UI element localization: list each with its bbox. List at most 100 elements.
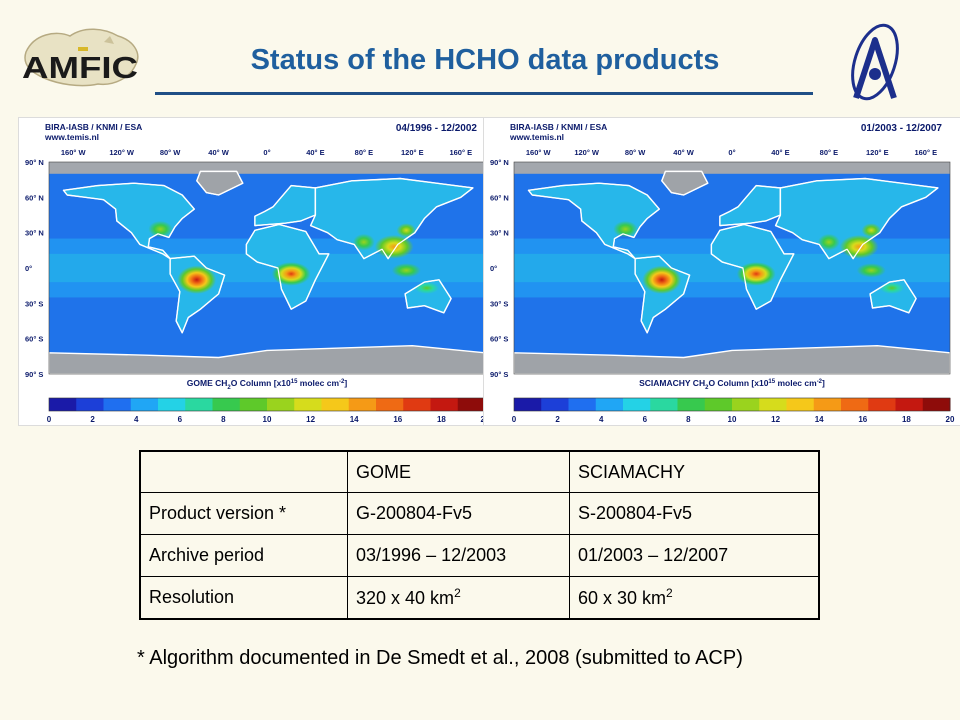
organization-logo — [842, 18, 908, 106]
lat-tick-label: 0° — [490, 264, 497, 273]
slide-title: Status of the HCHO data products — [250, 44, 720, 76]
colorbar-frame — [513, 397, 951, 412]
colorbar-tick-label: 16 — [858, 415, 867, 424]
east-china-hotspot — [861, 223, 881, 238]
lon-tick-label: 160° W — [61, 148, 87, 157]
colorbar-segment — [922, 398, 951, 411]
colorbar-segment — [514, 398, 542, 411]
africa-coastline — [710, 223, 795, 310]
lon-tick-label: 160° E — [449, 148, 472, 157]
lon-tick-label: 160° E — [914, 148, 937, 157]
lat-tick-label: 60° S — [490, 335, 508, 344]
title-underline — [155, 92, 813, 95]
colorbar-segment — [704, 398, 733, 411]
colorbar-tick-label: 8 — [221, 415, 226, 424]
map-organization: BIRA-IASB / KNMI / ESA — [45, 122, 142, 132]
colorbar-tick-label: 20 — [946, 415, 955, 424]
colorbar-tick-label: 10 — [728, 415, 737, 424]
sciamachy-archive-period: 01/2003 – 12/2007 — [569, 534, 820, 577]
central-africa-hotspot — [271, 262, 311, 286]
sciamachy-product-version: S-200804-Fv5 — [569, 492, 820, 535]
colorbar-segment — [786, 398, 815, 411]
gome-product-version: G-200804-Fv5 — [347, 492, 570, 535]
lat-tick-label: 30° N — [25, 229, 44, 238]
gome-resolution: 320 x 40 km2 — [347, 576, 570, 620]
colorbar-segment — [185, 398, 213, 411]
colorbar-tick-label: 16 — [393, 415, 402, 424]
lon-tick-label: 80° E — [355, 148, 373, 157]
india-hotspot — [352, 233, 375, 251]
lat-tick-label: 90° N — [25, 158, 44, 167]
map-period: 01/2003 - 12/2007 — [861, 123, 943, 134]
north-australia-hotspot — [879, 282, 904, 294]
table-row: Product version * G-200804-Fv5 S-200804-… — [139, 492, 820, 535]
lon-tick-label: 0° — [263, 148, 270, 157]
colorbar-segment — [267, 398, 295, 411]
south-east-us-hotspot — [148, 220, 173, 238]
table-header-empty — [139, 450, 348, 493]
lon-tick-label: 40° W — [673, 148, 694, 157]
lat-tick-label: 60° N — [25, 193, 44, 202]
lon-tick-label: 120° W — [109, 148, 135, 157]
south-america-coastline — [634, 255, 691, 334]
australia-coastline — [869, 279, 917, 314]
table-header-row: GOME SCIAMACHY — [139, 450, 820, 493]
colorbar-tick-label: 2 — [555, 415, 560, 424]
footnote: * Algorithm documented in De Smedt et al… — [137, 647, 743, 669]
lon-tick-label: 40° E — [771, 148, 789, 157]
indonesia-hotspot — [856, 263, 886, 278]
central-africa-hotspot — [736, 262, 776, 286]
colorbar-tick-label: 4 — [134, 415, 139, 424]
colorbar-segment — [568, 398, 597, 411]
north-australia-hotspot — [414, 282, 439, 294]
greenland-coastline — [196, 170, 244, 196]
colorbar-tick-label: 10 — [263, 415, 272, 424]
gome-resolution-exponent: 2 — [454, 586, 461, 600]
table-row: Archive period 03/1996 – 12/2003 01/2003… — [139, 534, 820, 577]
colorbar-segment — [457, 398, 486, 411]
colorbar-tick-label: 8 — [686, 415, 691, 424]
colorbar-caption: GOME CH2O Column [x1015 molec cm-2] — [187, 378, 348, 391]
lon-tick-label: 40° E — [306, 148, 324, 157]
lon-tick-label: 40° W — [208, 148, 229, 157]
table-header-gome: GOME — [347, 450, 570, 493]
colorbar-segment — [895, 398, 924, 411]
lon-tick-label: 80° W — [625, 148, 646, 157]
amfic-logo: AMFIC — [18, 22, 146, 94]
colorbar-segment — [321, 398, 350, 411]
colorbar-segment — [868, 398, 896, 411]
colorbar-segment — [49, 398, 77, 411]
colorbar-tick-label: 14 — [350, 415, 359, 424]
colorbar-tick-label: 0 — [512, 415, 517, 424]
lat-tick-label: 90° N — [490, 158, 509, 167]
colorbar-segment — [623, 398, 651, 411]
colorbar-tick-label: 12 — [771, 415, 780, 424]
arctic-no-data — [49, 162, 485, 174]
asia-coastline — [775, 177, 939, 260]
gome-resolution-value: 320 x 40 km — [356, 588, 455, 608]
colorbar-tick-label: 12 — [306, 415, 315, 424]
colorbar-segment — [541, 398, 569, 411]
sciamachy-resolution-value: 60 x 30 km — [578, 588, 667, 608]
map-frame — [513, 161, 951, 375]
lon-tick-label: 80° W — [160, 148, 181, 157]
row-label-product-version: Product version * — [139, 492, 348, 535]
lat-tick-label: 30° N — [490, 229, 509, 238]
colorbar-segment — [294, 398, 322, 411]
amfic-logo-text: AMFIC — [22, 50, 138, 85]
sciamachy-resolution: 60 x 30 km2 — [569, 576, 820, 620]
lat-tick-label: 30° S — [490, 299, 508, 308]
table-row: Resolution 320 x 40 km2 60 x 30 km2 — [139, 576, 820, 620]
colorbar-segment — [430, 398, 459, 411]
africa-coastline — [245, 223, 330, 310]
colorbar-tick-label: 6 — [643, 415, 648, 424]
lat-tick-label: 60° S — [25, 335, 43, 344]
south-america-coastline — [169, 255, 226, 334]
colorbar-tick-label: 4 — [599, 415, 604, 424]
lat-tick-label: 30° S — [25, 299, 43, 308]
india-hotspot — [817, 233, 840, 251]
colorbar-tick-label: 0 — [47, 415, 52, 424]
lon-tick-label: 120° E — [866, 148, 889, 157]
